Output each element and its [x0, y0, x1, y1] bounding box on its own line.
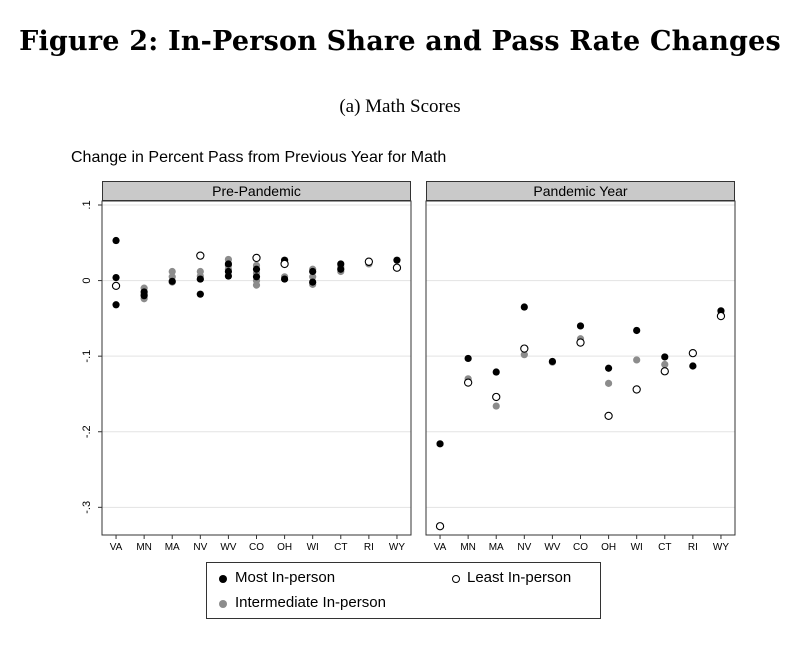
point-pandemic-intermediate-oh-5 — [604, 379, 613, 387]
point-pandemic-least-mn-1 — [463, 378, 473, 387]
point-pre-least-co-2 — [252, 253, 261, 263]
point-pre-least-nv-1 — [196, 251, 205, 260]
point-pandemic-most-ma-2 — [492, 368, 500, 376]
point-pandemic-least-ct-7 — [660, 367, 669, 376]
x-tick-label-pandemic-wi: WI — [631, 542, 643, 553]
legend-least-marker — [452, 575, 460, 583]
point-pandemic-least-wy-9 — [716, 311, 726, 321]
y-tick-label-3: -.2 — [81, 425, 93, 438]
point-pandemic-least-oh-5 — [604, 411, 613, 421]
x-tick-label-pre-co: CO — [249, 542, 264, 553]
x-tick-label-pre-oh: OH — [277, 542, 292, 553]
x-tick-label-pandemic-va: VA — [434, 542, 447, 553]
point-pre-most-va-1 — [112, 273, 120, 282]
point-pre-intermediate-co-15 — [252, 281, 261, 289]
x-tick-label-pre-ma: MA — [165, 542, 180, 553]
point-pre-least-ri-4 — [364, 257, 374, 266]
point-pandemic-most-va-0 — [436, 440, 444, 448]
x-tick-label-pre-wy: WY — [389, 542, 405, 553]
point-pre-most-nv-6 — [196, 275, 204, 283]
x-tick-label-pre-ct: CT — [334, 542, 347, 553]
panel-frame-pre — [101, 200, 412, 536]
x-tick-label-pre-nv: NV — [193, 542, 207, 553]
point-pre-most-ct-18 — [337, 265, 345, 273]
legend-most-label: Most In-person — [235, 569, 336, 586]
x-tick-label-pre-wv: WV — [220, 542, 236, 553]
x-tick-label-pandemic-nv: NV — [517, 542, 531, 553]
panel-frame-pandemic — [425, 200, 736, 536]
point-pandemic-most-nv-3 — [520, 303, 528, 311]
figure-subtitle: (a) Math Scores — [339, 96, 461, 117]
y-tick-label-0: .1 — [81, 200, 93, 209]
point-pre-most-wi-15 — [309, 267, 317, 276]
y-tick-label-1: 0 — [81, 278, 93, 284]
point-pre-most-wi-16 — [309, 278, 317, 286]
point-pre-most-nv-7 — [196, 290, 204, 298]
legend-intermediate-marker — [219, 600, 227, 608]
point-pandemic-least-co-4 — [576, 338, 585, 347]
x-tick-label-pandemic-mn: MN — [460, 542, 476, 553]
point-pandemic-most-oh-6 — [604, 364, 613, 372]
point-pre-intermediate-wi-19 — [309, 273, 317, 281]
point-pre-most-ma-5 — [168, 277, 176, 285]
point-pre-most-wv-8 — [224, 260, 233, 268]
point-pandemic-most-ct-8 — [661, 353, 669, 361]
x-tick-label-pandemic-co: CO — [573, 542, 588, 553]
point-pandemic-least-ma-2 — [492, 392, 501, 402]
point-pandemic-most-mn-1 — [464, 354, 472, 363]
point-pandemic-intermediate-nv-2 — [520, 351, 528, 359]
point-pandemic-intermediate-wi-6 — [633, 356, 641, 364]
point-pandemic-least-nv-3 — [520, 344, 529, 353]
x-tick-label-pandemic-ma: MA — [489, 542, 504, 553]
point-pre-most-mn-4 — [140, 292, 148, 300]
point-pandemic-most-ri-9 — [689, 362, 697, 370]
point-pre-most-oh-14 — [280, 275, 289, 283]
point-pre-least-va-0 — [111, 281, 121, 291]
point-pandemic-least-va-0 — [435, 522, 445, 531]
x-tick-label-pandemic-wy: WY — [713, 542, 729, 553]
x-tick-label-pre-wi: WI — [307, 542, 319, 553]
x-tick-label-pandemic-oh: OH — [601, 542, 616, 553]
legend-least-label: Least In-person — [467, 569, 572, 586]
point-pre-most-co-11 — [252, 273, 261, 281]
x-tick-label-pandemic-ri: RI — [688, 542, 698, 553]
point-pandemic-intermediate-ma-1 — [492, 402, 500, 410]
point-pandemic-intermediate-ct-7 — [661, 360, 669, 369]
point-pandemic-most-wv-4 — [548, 357, 557, 366]
legend-most-marker — [219, 575, 227, 583]
legend: Most In-person Least In-person Intermedi… — [206, 562, 601, 619]
point-pre-least-wy-5 — [392, 263, 402, 272]
point-pandemic-least-wi-6 — [632, 385, 641, 394]
point-pre-least-oh-3 — [280, 259, 289, 269]
x-tick-label-pre-mn: MN — [136, 542, 152, 553]
x-tick-label-pandemic-ct: CT — [658, 542, 671, 553]
y-tick-label-2: -.1 — [81, 350, 93, 363]
point-pre-most-ct-17 — [337, 260, 345, 268]
figure-title: Figure 2: In-Person Share and Pass Rate … — [19, 26, 781, 57]
point-pandemic-most-co-5 — [576, 322, 585, 330]
chart-title: Change in Percent Pass from Previous Yea… — [71, 149, 447, 166]
point-pre-most-wy-20 — [393, 256, 401, 264]
x-tick-label-pre-va: VA — [110, 542, 123, 553]
point-pre-most-wv-10 — [224, 272, 233, 280]
x-tick-label-pre-ri: RI — [364, 542, 374, 553]
point-pre-most-co-12 — [252, 265, 261, 273]
point-pandemic-least-ri-8 — [688, 348, 698, 358]
point-pre-intermediate-ma-3 — [168, 267, 176, 276]
x-tick-label-pandemic-wv: WV — [544, 542, 560, 553]
legend-intermediate-label: Intermediate In-person — [235, 594, 386, 611]
point-pandemic-most-wi-7 — [633, 326, 641, 335]
y-tick-label-4: -.3 — [81, 501, 93, 514]
point-pre-most-va-2 — [112, 301, 120, 309]
point-pre-most-va-0 — [112, 236, 120, 245]
